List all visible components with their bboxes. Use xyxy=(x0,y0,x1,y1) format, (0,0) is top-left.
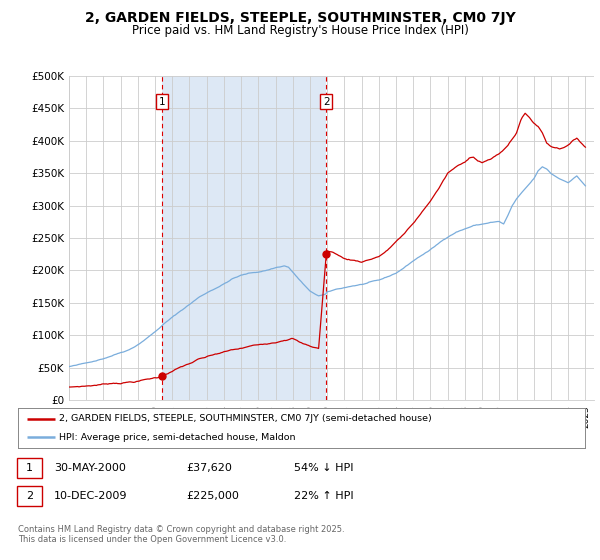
Text: 2, GARDEN FIELDS, STEEPLE, SOUTHMINSTER, CM0 7JY: 2, GARDEN FIELDS, STEEPLE, SOUTHMINSTER,… xyxy=(85,11,515,25)
Text: 2, GARDEN FIELDS, STEEPLE, SOUTHMINSTER, CM0 7JY (semi-detached house): 2, GARDEN FIELDS, STEEPLE, SOUTHMINSTER,… xyxy=(59,414,431,423)
Text: 1: 1 xyxy=(26,463,33,473)
Text: 2: 2 xyxy=(26,491,33,501)
Text: 1: 1 xyxy=(159,96,166,106)
Text: Price paid vs. HM Land Registry's House Price Index (HPI): Price paid vs. HM Land Registry's House … xyxy=(131,24,469,36)
Text: 22% ↑ HPI: 22% ↑ HPI xyxy=(294,491,353,501)
Text: 2: 2 xyxy=(323,96,329,106)
Text: £37,620: £37,620 xyxy=(186,463,232,473)
Text: 30-MAY-2000: 30-MAY-2000 xyxy=(54,463,126,473)
Text: £225,000: £225,000 xyxy=(186,491,239,501)
Text: 54% ↓ HPI: 54% ↓ HPI xyxy=(294,463,353,473)
Text: 10-DEC-2009: 10-DEC-2009 xyxy=(54,491,128,501)
Bar xyxy=(162,76,326,400)
Text: HPI: Average price, semi-detached house, Maldon: HPI: Average price, semi-detached house,… xyxy=(59,433,295,442)
Text: Contains HM Land Registry data © Crown copyright and database right 2025.
This d: Contains HM Land Registry data © Crown c… xyxy=(18,525,344,544)
